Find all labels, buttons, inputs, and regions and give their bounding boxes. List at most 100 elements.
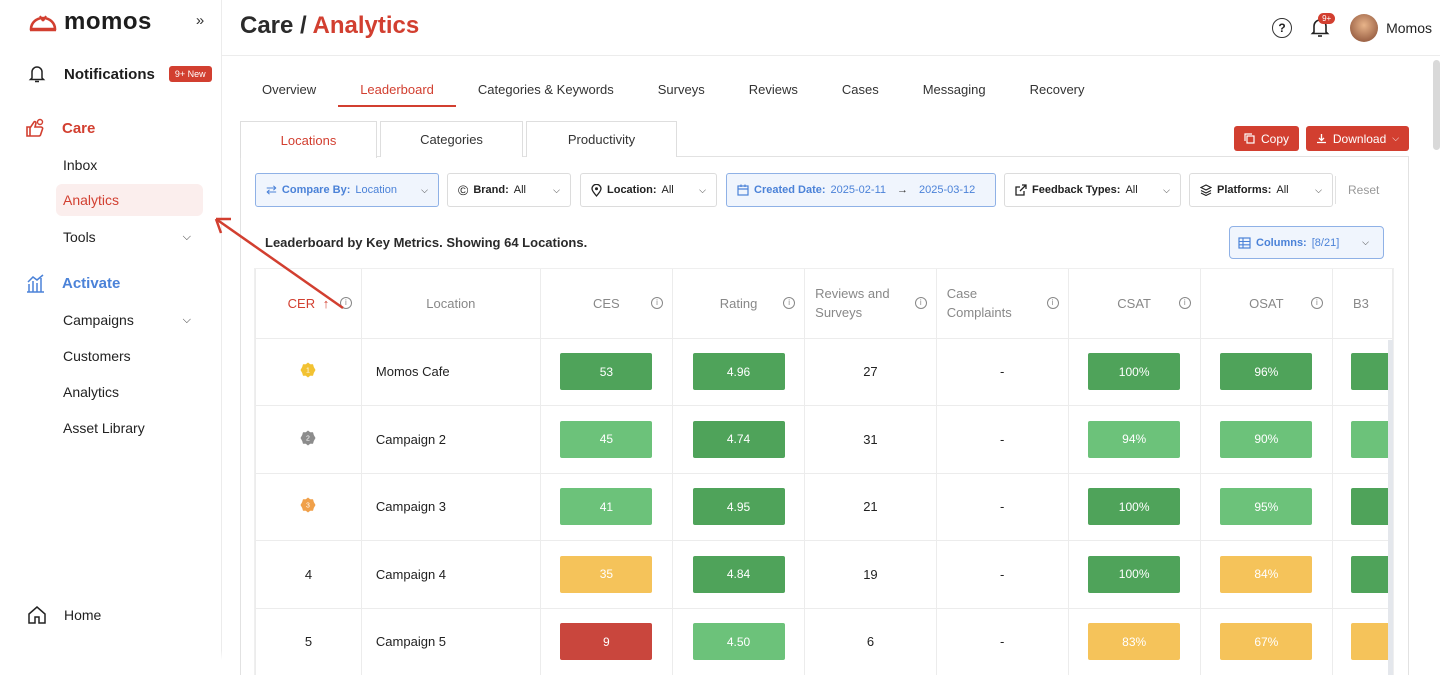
feedback-types-label: Feedback Types:: [1032, 184, 1121, 196]
sidebar-item-customers[interactable]: Customers: [63, 348, 131, 364]
copy-button[interactable]: Copy: [1234, 126, 1299, 151]
col-header-csat-label: CSAT: [1117, 295, 1152, 311]
tab-cases[interactable]: Cases: [841, 82, 879, 97]
columns-value: [8/21]: [1311, 236, 1340, 249]
tab-leaderboard[interactable]: Leaderboard: [338, 72, 456, 107]
created-date-filter[interactable]: Created Date: 2025-02-11 → 2025-03-12: [726, 173, 996, 207]
table-row[interactable]: 2 Campaign 2 45 4.74 31-94% 90%: [256, 405, 1393, 474]
cell-reviews: 6: [804, 608, 937, 675]
osat-pill: 96%: [1220, 353, 1313, 391]
sidebar-item-activate-analytics[interactable]: Analytics: [63, 384, 120, 400]
user-menu[interactable]: Momos: [1350, 14, 1432, 42]
logo[interactable]: momos: [28, 8, 152, 36]
columns-button[interactable]: Columns: [8/21] ⌵: [1229, 226, 1384, 259]
logo-text: momos: [64, 8, 152, 35]
sidebar-item-campaigns[interactable]: Campaigns ⌵: [56, 304, 203, 336]
leaderboard-panel: [240, 156, 1409, 675]
sidebar-item-inbox[interactable]: Inbox: [63, 157, 98, 173]
download-button[interactable]: Download ⌵: [1306, 126, 1409, 151]
cell-rank: 1: [256, 338, 362, 406]
col-header-rating[interactable]: Rating i: [672, 269, 806, 339]
ces-pill: 41: [560, 488, 653, 526]
b3-pill: [1350, 353, 1391, 391]
help-icon[interactable]: ?: [1272, 18, 1293, 38]
location-label: Location:: [607, 184, 657, 196]
compare-by-label: Compare By:: [281, 184, 351, 196]
copy-label: Copy: [1260, 131, 1289, 146]
reset-button[interactable]: Reset: [1335, 176, 1379, 204]
cell-case-complaints: -: [936, 608, 1069, 675]
tab-messaging[interactable]: Messaging: [922, 82, 986, 97]
tab-reviews[interactable]: Reviews: [748, 82, 798, 97]
sidebar-item-tools[interactable]: Tools ⌵: [56, 221, 203, 253]
table-row[interactable]: 1 Momos Cafe 53 4.96 27-100% 96%: [256, 338, 1393, 406]
nav-care[interactable]: Care: [24, 117, 95, 139]
table-row[interactable]: 4 Campaign 4 35 4.84 19-100% 84%: [256, 540, 1393, 609]
col-header-cer[interactable]: CER ↑ i: [256, 269, 362, 339]
rating-pill: 4.84: [692, 555, 785, 593]
cell-b3: [1332, 338, 1393, 406]
table-row[interactable]: 5 Campaign 5 9 4.50 6-83% 67%: [256, 608, 1393, 675]
table-row[interactable]: 3 Campaign 3 41 4.95 21-100% 95%: [256, 473, 1393, 541]
layers-icon: [1200, 184, 1212, 196]
platforms-value: All: [1276, 184, 1289, 196]
nav-notifications[interactable]: Notifications 9+ New: [28, 64, 212, 84]
chevron-down-icon: ⌵: [1392, 133, 1400, 143]
tab-categories-keywords[interactable]: Categories & Keywords: [477, 82, 614, 97]
tab-surveys[interactable]: Surveys: [657, 82, 705, 97]
header-notifications-button[interactable]: 9+: [1310, 13, 1336, 39]
cell-rating: 4.96: [672, 338, 806, 406]
nav-activate[interactable]: Activate: [24, 272, 120, 294]
cell-osat: 84%: [1200, 540, 1333, 609]
tab-recovery[interactable]: Recovery: [1029, 82, 1085, 97]
col-header-csat[interactable]: CSAT i: [1068, 269, 1201, 339]
col-header-reviews[interactable]: Reviews and Surveys i: [804, 269, 937, 339]
cell-location[interactable]: Momos Cafe: [361, 338, 541, 406]
feedback-types-value: All: [1125, 184, 1138, 196]
notifications-badge: 9+ New: [168, 66, 212, 82]
subtab-productivity[interactable]: Productivity: [526, 121, 677, 157]
cell-location[interactable]: Campaign 5: [361, 608, 541, 675]
sub-tabs: Locations Categories Productivity: [240, 121, 680, 158]
brand-filter[interactable]: © Brand: All ⌵: [447, 173, 571, 207]
location-pin-icon: [591, 183, 602, 197]
nav-home[interactable]: Home: [26, 604, 101, 626]
cell-rank: 5: [256, 608, 362, 675]
info-icon: i: [339, 297, 352, 309]
sidebar-item-care-analytics[interactable]: Analytics: [56, 184, 203, 216]
cell-rating: 4.95: [672, 473, 806, 541]
subtab-locations[interactable]: Locations: [240, 121, 377, 158]
platforms-label: Platforms:: [1217, 184, 1272, 196]
cell-reviews: 19: [804, 540, 937, 609]
chevron-down-icon: ⌵: [182, 230, 191, 243]
compare-by-filter[interactable]: ⇄ Compare By: Location ⌵: [255, 173, 439, 207]
col-header-b3[interactable]: B3: [1332, 269, 1393, 339]
cell-location[interactable]: Campaign 3: [361, 473, 541, 541]
osat-pill: 84%: [1220, 555, 1313, 593]
cell-b3: [1332, 473, 1393, 541]
col-header-osat[interactable]: OSAT i: [1200, 269, 1333, 339]
ces-pill: 35: [560, 555, 653, 593]
location-filter[interactable]: Location: All ⌵: [580, 173, 717, 207]
nav-notifications-label: Notifications: [64, 65, 155, 83]
table-scrollbar[interactable]: [1388, 340, 1393, 675]
col-header-case-complaints[interactable]: Case Complaints i: [936, 269, 1069, 339]
collapse-sidebar-button[interactable]: »: [195, 12, 205, 29]
platforms-filter[interactable]: Platforms: All ⌵: [1189, 173, 1333, 207]
subtab-categories[interactable]: Categories: [380, 121, 523, 157]
page-scrollbar[interactable]: [1433, 60, 1440, 150]
feedback-types-filter[interactable]: Feedback Types: All ⌵: [1004, 173, 1181, 207]
tab-overview[interactable]: Overview: [262, 82, 317, 97]
sidebar-item-asset-library[interactable]: Asset Library: [63, 420, 145, 436]
cell-location[interactable]: Campaign 4: [361, 540, 541, 609]
col-header-cer-label: CER: [287, 295, 316, 311]
home-icon: [28, 606, 46, 624]
col-header-reviews-line2: Surveys: [815, 305, 863, 321]
table-header-row: CER ↑ i Location CES i Rating i Reviews: [256, 269, 1393, 339]
cell-ces: 9: [540, 608, 673, 675]
col-header-ces[interactable]: CES i: [540, 269, 673, 339]
cell-location[interactable]: Campaign 2: [361, 405, 541, 474]
created-date-label: Created Date:: [754, 184, 826, 196]
nav-activate-label: Activate: [62, 274, 121, 292]
csat-pill: 94%: [1088, 420, 1181, 458]
